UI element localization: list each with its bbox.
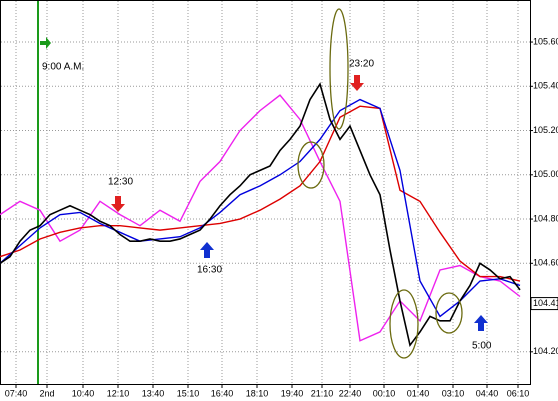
x-tick-label: 2nd: [39, 388, 54, 398]
x-tick-label: 22:40: [339, 388, 362, 398]
last-price-label: 104.418: [533, 298, 558, 308]
x-tick-label: 00:10: [373, 388, 396, 398]
plot-frame: [0, 0, 531, 385]
y-tick-label: 105.400: [533, 81, 558, 91]
highlight-ellipse: [389, 289, 419, 359]
x-tick-label: 06:10: [507, 388, 530, 398]
x-tick-label: 16:40: [211, 388, 234, 398]
series-line: [0, 94, 521, 342]
y-tick-label: 104.600: [533, 258, 558, 268]
start-arrow: [40, 37, 51, 49]
arrow-down: [111, 196, 125, 212]
x-tick-label: 15:10: [177, 388, 200, 398]
x-tick-label: 10:40: [72, 388, 95, 398]
annotation: 12:30: [108, 177, 133, 188]
x-tick-label: 19:40: [281, 388, 304, 398]
series-line: [0, 105, 521, 282]
x-tick-label: 13:40: [142, 388, 165, 398]
annotation: 9:00 A.M.: [42, 62, 84, 73]
annotation: 5:00: [472, 341, 492, 352]
arrow-up: [200, 242, 214, 258]
last-price-box: [530, 297, 558, 311]
highlight-ellipse: [435, 292, 463, 334]
y-tick-label: 105.600: [533, 36, 558, 46]
x-tick-label: 12:10: [107, 388, 130, 398]
y-tick-label: 104.800: [533, 213, 558, 223]
arrow-up: [474, 315, 488, 331]
y-tick-label: 104.200: [533, 346, 558, 356]
arrow-down: [350, 75, 364, 91]
highlight-ellipse: [329, 8, 349, 130]
x-tick-label: 04:40: [476, 388, 499, 398]
y-tick-label: 105.000: [533, 169, 558, 179]
x-tick-label: 18:10: [246, 388, 269, 398]
x-tick-label: 03:10: [442, 388, 465, 398]
annotation: 16:30: [197, 265, 222, 276]
x-tick-label: 07:40: [5, 388, 28, 398]
annotation: 23:20: [349, 59, 374, 70]
x-tick-label: 01:40: [407, 388, 430, 398]
x-tick-label: 21:10: [311, 388, 334, 398]
highlight-ellipse: [297, 141, 325, 189]
series-line: [0, 98, 521, 318]
series-line: [0, 82, 521, 348]
y-tick-label: 105.200: [533, 125, 558, 135]
